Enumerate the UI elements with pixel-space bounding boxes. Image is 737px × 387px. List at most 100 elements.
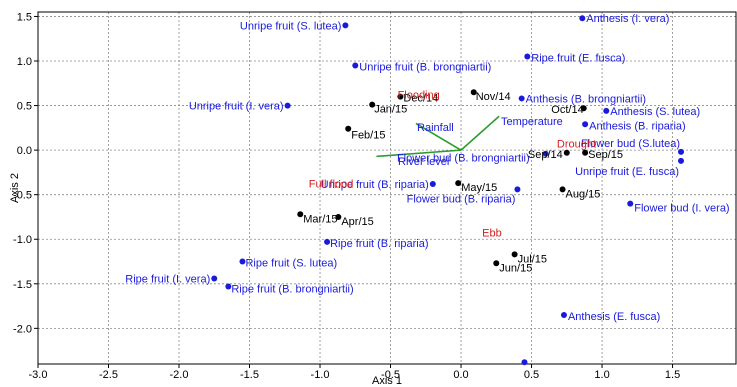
- variable-label: Flooding: [398, 89, 440, 101]
- month-point: [511, 251, 518, 258]
- month-label: May/15: [461, 182, 497, 194]
- y-tick-label: -0.5: [13, 190, 32, 202]
- x-tick-label: -2.5: [99, 369, 118, 381]
- species-point: [239, 258, 246, 265]
- grid-lines: [38, 12, 736, 364]
- month-label: Jan/15: [374, 104, 407, 116]
- species-point: [678, 157, 685, 164]
- y-tick-label: -1.5: [13, 279, 32, 291]
- species-label: Flower bud (B. riparia): [407, 193, 516, 205]
- vector-label: River level: [398, 156, 449, 168]
- species-point: [284, 102, 291, 109]
- month-point: [582, 149, 589, 156]
- vector-line: [415, 122, 462, 151]
- month-label: Mar/15: [303, 213, 337, 225]
- month-label: Dec/14: [403, 93, 438, 105]
- month-point: [345, 125, 352, 132]
- species-point: [627, 200, 634, 207]
- plot-frame: [37, 11, 737, 365]
- month-point: [397, 93, 404, 100]
- species-label: Ripe fruit (B. riparia): [330, 238, 428, 250]
- variable-label: Full flood: [309, 179, 354, 191]
- month-point: [369, 101, 376, 108]
- species-point: [352, 62, 359, 69]
- species-label: Flower bud (S.lutea): [581, 138, 680, 150]
- y-tick-label: 0.0: [17, 145, 32, 157]
- x-axis-label: Axis 1: [372, 375, 402, 387]
- variable-label: Ebb: [482, 228, 502, 240]
- x-tick-label: -3.0: [29, 369, 48, 381]
- species-point: [518, 95, 525, 102]
- month-label: Sep/15: [588, 149, 623, 161]
- month-point: [493, 260, 500, 267]
- species-point: [324, 238, 331, 245]
- month-point: [335, 213, 342, 220]
- data-points: Unripe fruit (S. lutea) Anthesis (I. vera…: [125, 13, 730, 366]
- month-point: [563, 149, 570, 156]
- month-point: [470, 89, 477, 96]
- species-point: [560, 311, 567, 318]
- x-tick-label: -1.5: [240, 369, 259, 381]
- species-label: Ripe fruit (I. vera): [125, 273, 210, 285]
- environmental-vectors: Temperature Rainfall River level: [376, 115, 563, 168]
- vector-line: [376, 149, 462, 158]
- species-label: Anthesis (B. riparia): [589, 120, 686, 132]
- species-point: [342, 22, 349, 29]
- y-tick-label: 1.5: [17, 11, 32, 23]
- species-point: [678, 148, 685, 155]
- species-point: [211, 275, 218, 282]
- species-label: Anthesis (B. brongniartii): [526, 93, 646, 105]
- species-point: [521, 359, 528, 366]
- species-label: Unripe fruit (B. brongniartii): [359, 61, 491, 73]
- y-tick-label: 0.5: [17, 101, 32, 113]
- x-axis-ticks: -3.0 -2.5 -2.0 -1.5 -1.0 -0.5 0.0 0.5 1.0 1.5: [29, 364, 680, 381]
- month-label: Nov/14: [476, 91, 511, 103]
- species-label: Unripe fruit (I. vera): [189, 101, 284, 113]
- y-tick-label: 1.0: [17, 56, 32, 68]
- vector-line: [460, 115, 500, 151]
- species-label: Unripe fruit (S. lutea): [240, 20, 341, 32]
- month-label: Feb/15: [351, 130, 385, 142]
- species-label: Flower bud (B. brongniartii): [397, 153, 530, 165]
- x-tick-label: 0.0: [453, 369, 468, 381]
- y-axis-label: Axis 2: [9, 173, 21, 203]
- x-tick-label: -0.5: [381, 369, 400, 381]
- species-point: [542, 150, 549, 157]
- species-label: Unripe fruit (E. fusca): [575, 166, 679, 178]
- variable-label: Drought: [557, 138, 596, 150]
- month-label: Jul/15: [518, 253, 547, 265]
- species-label: Ripe fruit (B. brongniartii): [231, 283, 353, 295]
- month-label: Jun/15: [499, 262, 532, 274]
- species-label: Anthesis (I. vera): [586, 13, 669, 25]
- month-point: [559, 186, 566, 193]
- species-point: [225, 283, 232, 290]
- x-tick-label: 1.0: [594, 369, 609, 381]
- species-point: [603, 107, 610, 114]
- species-label: Anthesis (S. lutea): [610, 106, 700, 118]
- month-label: Sep/14: [528, 149, 563, 161]
- y-tick-label: -1.0: [13, 234, 32, 246]
- x-tick-label: -1.0: [311, 369, 330, 381]
- y-axis-ticks: 1.5 1.0 0.5 0.0 -0.5 -1.0 -1.5 -2.0: [13, 11, 38, 335]
- x-tick-label: -2.0: [170, 369, 189, 381]
- species-point: [582, 121, 589, 128]
- month-point: [455, 180, 462, 187]
- species-label: Ripe fruit (S. lutea): [245, 258, 337, 270]
- y-tick-label: -2.0: [13, 323, 32, 335]
- vector-label: Temperature: [501, 116, 563, 128]
- vector-label: Rainfall: [417, 122, 454, 134]
- species-point: [524, 53, 531, 60]
- month-point: [297, 211, 304, 218]
- x-tick-label: 0.5: [524, 369, 539, 381]
- month-label: Aug/15: [566, 188, 601, 200]
- species-point: [514, 186, 521, 193]
- month-label: Apr/15: [341, 216, 373, 228]
- species-label: Anthesis (E. fusca): [568, 311, 660, 323]
- species-point: [579, 15, 586, 22]
- species-label: Flower bud (I. vera): [634, 203, 729, 215]
- species-label: Ripe fruit (E. fusca): [531, 53, 625, 65]
- species-point: [429, 180, 436, 187]
- x-tick-label: 1.5: [665, 369, 680, 381]
- month-point: [580, 105, 587, 112]
